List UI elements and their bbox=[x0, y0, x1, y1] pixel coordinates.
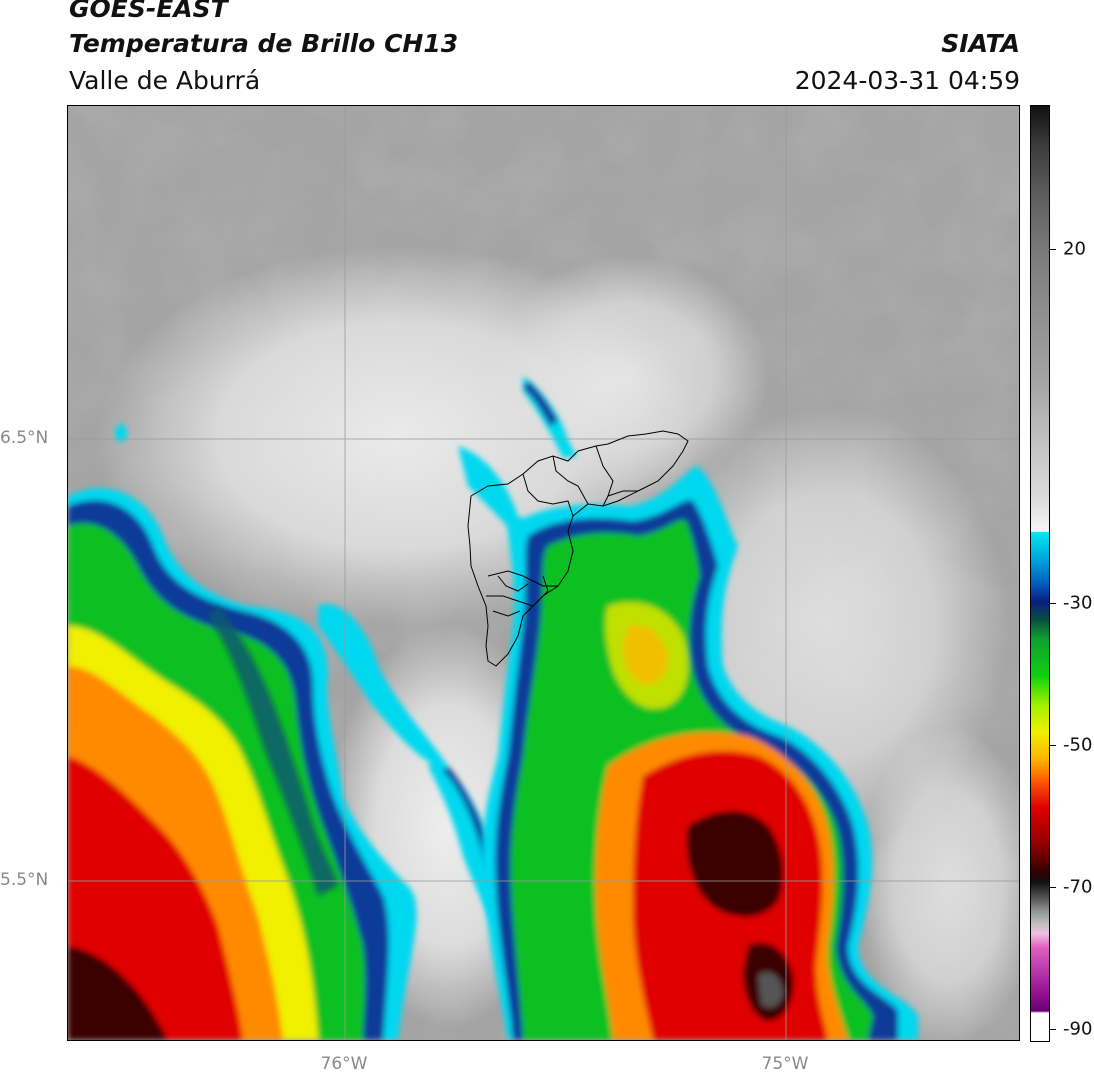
satellite-map bbox=[67, 105, 1020, 1041]
colorbar-label: 20 bbox=[1063, 238, 1086, 260]
colorbar-tick bbox=[1050, 745, 1056, 746]
colorbar-tick bbox=[1050, 1029, 1056, 1030]
satellite-image bbox=[68, 106, 1019, 1040]
colorbar-label: -70 bbox=[1063, 876, 1093, 898]
longitude-label-76: 76°W bbox=[320, 1054, 368, 1074]
colorbar bbox=[1030, 105, 1050, 1042]
product-subtitle: Temperatura de Brillo CH13 bbox=[69, 29, 459, 58]
colorbar-label: -50 bbox=[1063, 734, 1093, 756]
municipal-boundaries bbox=[467, 430, 689, 667]
colorbar-label: -90 bbox=[1063, 1018, 1093, 1040]
longitude-label-75: 75°W bbox=[761, 1054, 809, 1074]
datetime-label: 2024-03-31 04:59 bbox=[794, 66, 1020, 95]
colorbar-tick bbox=[1050, 887, 1056, 888]
latitude-label-5-5: 5.5°N bbox=[0, 870, 49, 890]
organization-label: SIATA bbox=[941, 29, 1020, 58]
colorbar-tick bbox=[1050, 249, 1056, 250]
region-label: Valle de Aburrá bbox=[69, 66, 261, 95]
product-title: GOES-EAST bbox=[69, 0, 228, 23]
colorbar-tick bbox=[1050, 603, 1056, 604]
latitude-label-6-5: 6.5°N bbox=[0, 428, 49, 448]
colorbar-label: -30 bbox=[1063, 592, 1093, 614]
